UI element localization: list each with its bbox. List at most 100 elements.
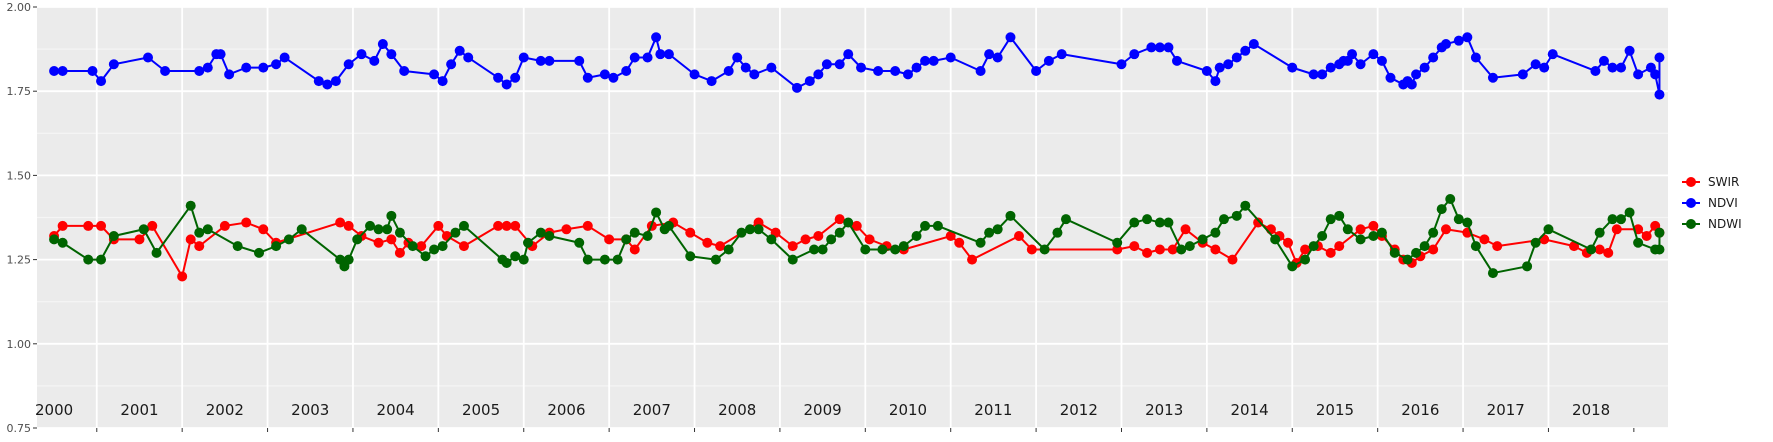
point-ndvi — [1633, 69, 1644, 80]
point-ndvi — [821, 59, 832, 70]
legend-label-ndwi: NDWI — [1708, 217, 1742, 231]
point-ndvi — [1146, 42, 1157, 53]
point-swir — [945, 231, 956, 242]
point-ndwi — [458, 220, 469, 231]
point-ndvi — [1171, 55, 1182, 66]
point-ndwi — [1287, 261, 1298, 272]
point-ndvi — [651, 32, 662, 43]
point-ndwi — [898, 241, 909, 252]
point-ndvi — [928, 55, 939, 66]
legend-key-point-ndwi — [1686, 219, 1696, 229]
point-ndwi — [723, 244, 734, 255]
point-ndwi — [629, 227, 640, 238]
point-ndvi — [57, 65, 68, 76]
point-ndwi — [663, 220, 674, 231]
point-ndwi — [1453, 214, 1464, 225]
point-swir — [715, 241, 726, 252]
point-ndwi — [386, 210, 397, 221]
year-label: 2010 — [889, 401, 927, 419]
point-swir — [219, 220, 230, 231]
point-swir — [416, 241, 427, 252]
point-ndvi — [1419, 62, 1430, 73]
legend-label-swir: SWIR — [1708, 175, 1739, 189]
point-ndvi — [1547, 49, 1558, 60]
point-ndvi — [1347, 49, 1358, 60]
point-swir — [1154, 244, 1165, 255]
point-ndwi — [843, 217, 854, 228]
point-ndvi — [1154, 42, 1165, 53]
point-ndwi — [877, 244, 888, 255]
point-ndvi — [271, 59, 282, 70]
point-swir — [582, 220, 593, 231]
point-ndwi — [787, 254, 798, 265]
point-ndvi — [1598, 55, 1609, 66]
legend-key-point-ndvi — [1686, 198, 1696, 208]
point-ndwi — [1654, 244, 1665, 255]
point-ndvi — [1043, 55, 1054, 66]
point-ndwi — [736, 227, 747, 238]
point-ndwi — [753, 224, 764, 235]
point-ndwi — [1633, 237, 1644, 248]
point-ndvi — [279, 52, 290, 63]
point-swir — [1428, 244, 1439, 255]
point-ndwi — [352, 234, 363, 245]
point-ndvi — [1440, 39, 1451, 50]
point-ndvi — [1210, 76, 1221, 87]
point-ndvi — [873, 65, 884, 76]
point-ndvi — [911, 62, 922, 73]
point-ndwi — [890, 244, 901, 255]
point-ndvi — [1116, 59, 1127, 70]
point-ndvi — [1223, 59, 1234, 70]
point-ndvi — [224, 69, 235, 80]
point-ndwi — [185, 200, 196, 211]
point-ndwi — [1522, 261, 1533, 272]
point-ndvi — [1317, 69, 1328, 80]
point-ndwi — [1368, 231, 1379, 242]
point-ndvi — [984, 49, 995, 60]
point-swir — [967, 254, 978, 265]
point-ndwi — [365, 220, 376, 231]
point-ndwi — [1112, 237, 1123, 248]
point-swir — [561, 224, 572, 235]
point-ndwi — [1210, 227, 1221, 238]
point-ndvi — [1650, 69, 1661, 80]
point-ndwi — [834, 227, 845, 238]
point-ndwi — [1445, 193, 1456, 204]
point-swir — [702, 237, 713, 248]
point-ndvi — [501, 79, 512, 90]
point-ndwi — [612, 254, 623, 265]
point-ndvi — [1470, 52, 1481, 63]
point-ndvi — [655, 49, 666, 60]
point-swir — [813, 231, 824, 242]
point-ndvi — [493, 72, 504, 83]
legend-label-ndvi: NDVI — [1708, 196, 1738, 210]
point-ndwi — [1052, 227, 1063, 238]
year-label: 2012 — [1060, 401, 1098, 419]
point-swir — [954, 237, 965, 248]
point-ndvi — [49, 65, 60, 76]
point-ndwi — [1607, 214, 1618, 225]
point-ndwi — [582, 254, 593, 265]
point-swir — [1129, 241, 1140, 252]
point-swir — [604, 234, 615, 245]
point-ndvi — [518, 52, 529, 63]
point-swir — [1440, 224, 1451, 235]
point-ndwi — [1060, 214, 1071, 225]
point-ndwi — [535, 227, 546, 238]
point-ndwi — [271, 241, 282, 252]
point-ndwi — [1325, 214, 1336, 225]
point-swir — [1180, 224, 1191, 235]
point-ndwi — [420, 251, 431, 262]
point-swir — [373, 237, 384, 248]
y-tick-label: 1.00 — [7, 338, 32, 351]
point-ndvi — [377, 39, 388, 50]
point-swir — [194, 241, 205, 252]
point-ndvi — [903, 69, 914, 80]
point-swir — [1539, 234, 1550, 245]
point-swir — [343, 220, 354, 231]
y-tick-label: 0.75 — [7, 422, 32, 435]
point-ndwi — [975, 237, 986, 248]
point-ndvi — [1214, 62, 1225, 73]
point-ndvi — [843, 49, 854, 60]
